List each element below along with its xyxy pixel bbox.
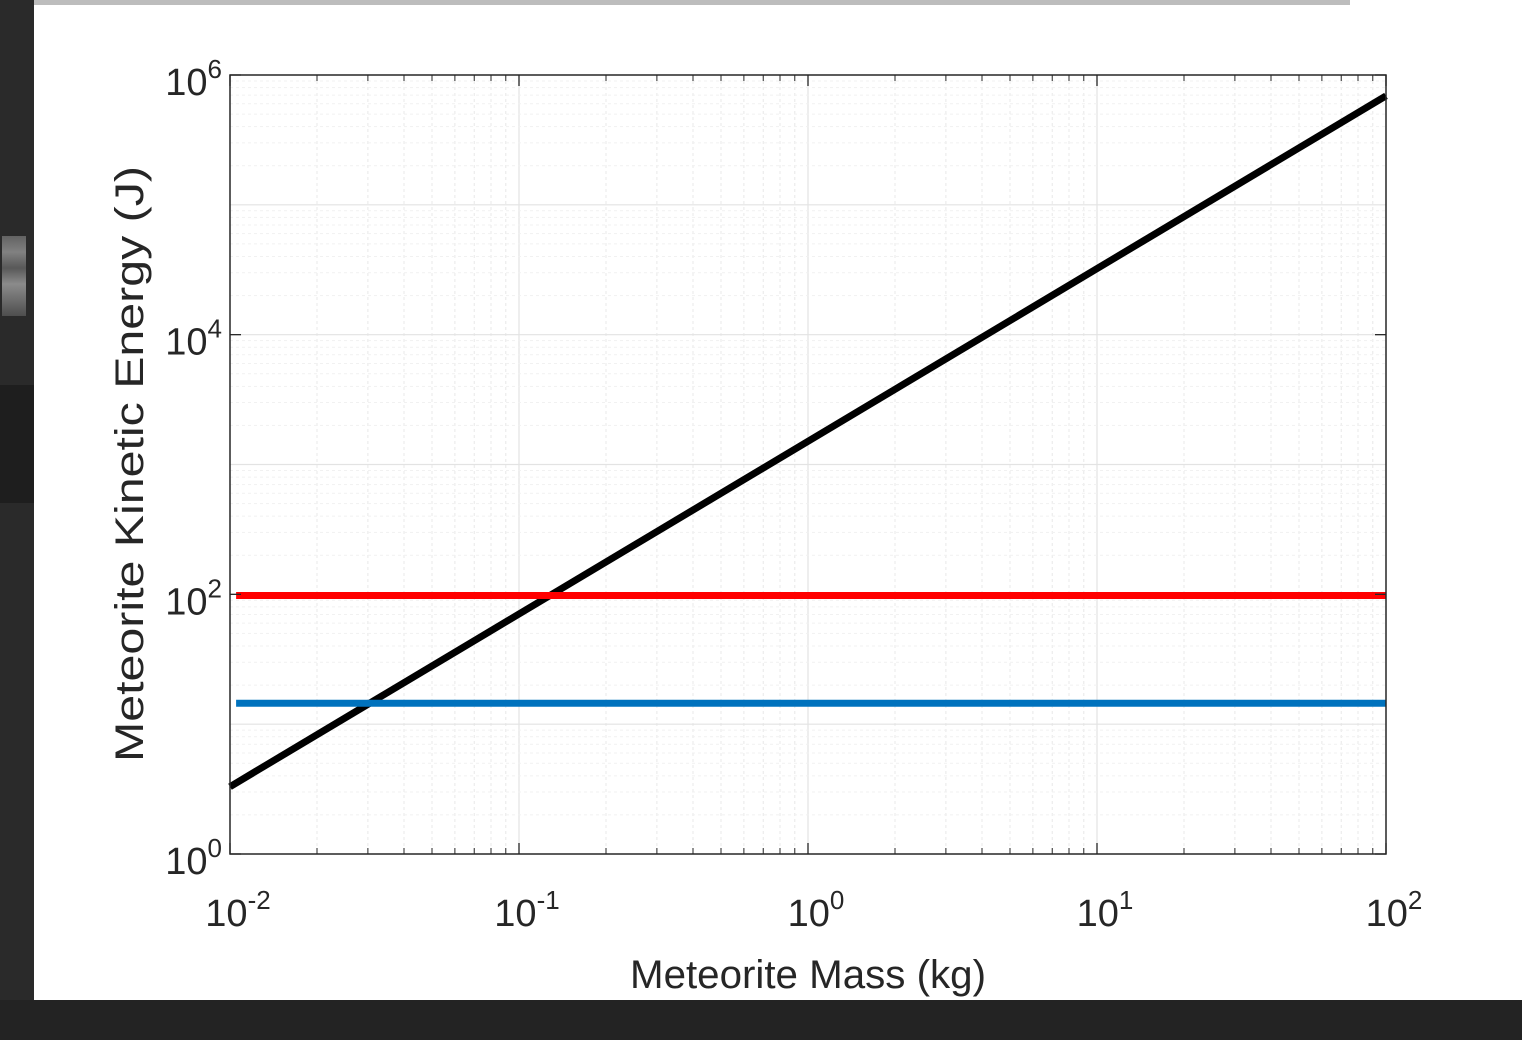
x-tick-label: 10-2 [205,885,270,935]
y-tick-label: 104 [165,314,222,364]
blurred-thumbnail [2,236,26,316]
chart-svg: 10-2 10-1 100 101 102 100 102 104 106 Meteorite… [108,54,1422,997]
top-scrollbar-rule [34,0,1350,5]
left-window-strip [0,0,34,1000]
x-axis-title: Meteorite Mass (kg) [630,953,986,997]
bottom-taskbar [0,1000,1522,1040]
x-tick-label: 100 [788,885,845,935]
y-axis-title: Meteorite Kinetic Energy (J) [108,166,152,762]
x-tick-label: 102 [1366,885,1423,935]
kinetic-energy-line [228,92,1388,790]
grid-layer [230,75,1386,854]
x-tick-label: 10-1 [494,885,559,935]
series-layer [228,92,1388,790]
dark-panel-block [0,385,34,503]
y-tick-labels: 100 102 104 106 [165,54,222,883]
y-tick-label: 100 [165,833,222,883]
tick-marks [229,74,1387,855]
x-tick-label: 101 [1077,885,1134,935]
x-tick-labels: 10-2 10-1 100 101 102 [205,885,1422,935]
figure-window: 10-2 10-1 100 101 102 100 102 104 106 Meteorite… [34,0,1522,1000]
y-tick-label: 106 [165,54,222,104]
y-tick-label: 102 [165,573,222,623]
